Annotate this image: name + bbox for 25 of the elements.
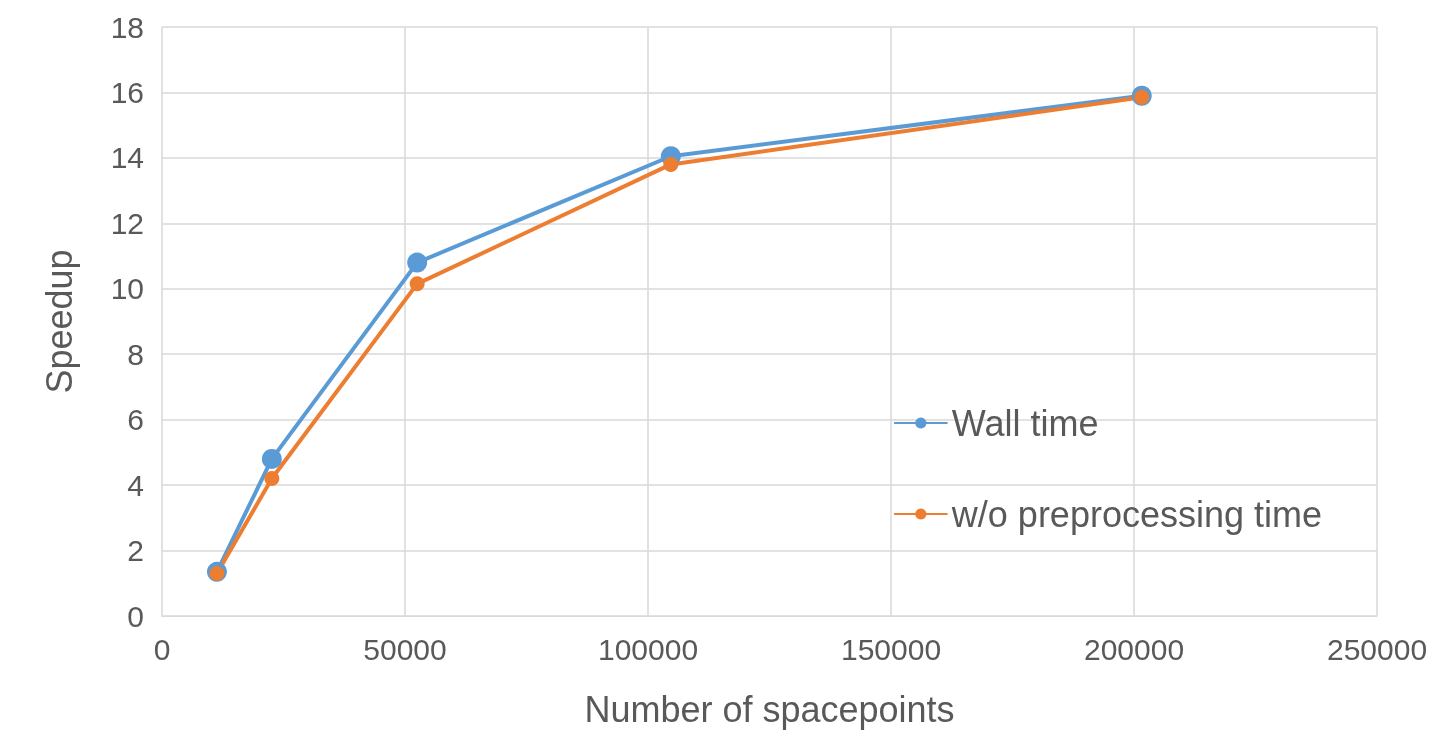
x-tick-label: 250000 (1326, 632, 1428, 666)
point (264, 471, 280, 487)
point (409, 276, 425, 292)
x-axis-title: Number of spacepoints (584, 688, 955, 730)
point (407, 252, 428, 273)
y-tick-label: 0 (127, 599, 144, 633)
y-tick-label: 2 (127, 534, 144, 568)
x-tick-label: 100000 (597, 632, 699, 666)
legend-label: Wall time (951, 402, 1099, 444)
legend-label: w/o preprocessing time (950, 493, 1323, 535)
y-tick-label: 12 (110, 206, 144, 240)
point (261, 448, 282, 469)
y-tick-label: 10 (110, 272, 144, 306)
x-tick-label: 150000 (840, 632, 942, 666)
point (663, 156, 679, 172)
y-tick-label: 4 (127, 468, 144, 502)
y-tick-label: 18 (110, 10, 144, 44)
x-tick-label: 200000 (1083, 632, 1185, 666)
y-tick-label: 6 (127, 403, 144, 437)
x-tick-label: 0 (153, 632, 171, 666)
y-tick-label: 14 (110, 141, 144, 175)
x-tick-label: 50000 (363, 632, 447, 666)
y-tick-label: 16 (110, 75, 144, 109)
y-tick-label: 8 (127, 337, 144, 371)
y-axis-title: Speedup (38, 249, 80, 394)
